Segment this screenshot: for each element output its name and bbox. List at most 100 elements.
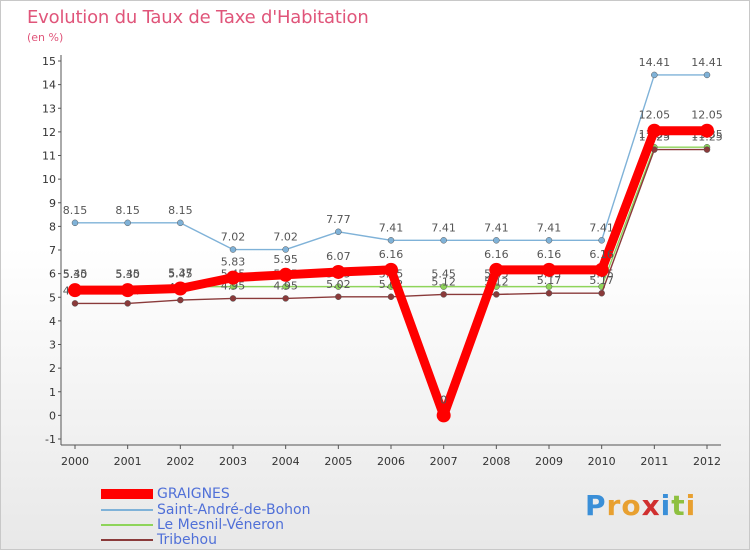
data-label-graignes: 6.16 bbox=[379, 248, 404, 261]
data-point-le-mesnil-veneron bbox=[440, 283, 447, 290]
data-point-graignes bbox=[384, 262, 398, 277]
legend-label-saint-andre: Saint-André-de-Bohon bbox=[157, 502, 311, 518]
data-point-saint-andre-de-bohon bbox=[440, 237, 447, 244]
data-label-graignes: 6.16 bbox=[484, 248, 509, 261]
data-point-tribehou bbox=[282, 295, 289, 302]
data-label-graignes: 12.05 bbox=[691, 109, 723, 122]
x-tick-label: 2004 bbox=[272, 455, 300, 468]
legend-item-tribehou: Tribehou bbox=[101, 532, 217, 548]
data-label-tribehou: 5.12 bbox=[431, 275, 456, 288]
data-point-saint-andre-de-bohon bbox=[335, 228, 342, 236]
x-tick-label: 2002 bbox=[166, 455, 194, 468]
data-point-tribehou bbox=[440, 291, 447, 298]
y-tick-label: 6 bbox=[49, 268, 56, 281]
data-point-graignes bbox=[278, 267, 293, 282]
data-label-graignes: 6.16 bbox=[537, 248, 562, 261]
data-point-tribehou bbox=[177, 296, 184, 304]
legend-swatch-graignes bbox=[101, 489, 153, 499]
data-label-saint-andre-de-bohon: 7.41 bbox=[589, 221, 614, 234]
y-tick-label: 10 bbox=[42, 173, 56, 186]
x-tick-label: 2003 bbox=[219, 455, 247, 468]
data-label-saint-andre-de-bohon: 7.41 bbox=[484, 221, 509, 234]
data-label-graignes: 6.07 bbox=[326, 250, 351, 263]
data-point-le-mesnil-veneron bbox=[282, 283, 289, 290]
legend-label-graignes: GRAIGNES bbox=[157, 486, 230, 502]
y-tick-label: 5 bbox=[49, 291, 56, 304]
legend-swatch-le-mesnil bbox=[101, 524, 153, 526]
data-point-tribehou bbox=[545, 289, 553, 297]
data-point-graignes bbox=[489, 262, 504, 277]
legend-swatch-tribehou bbox=[101, 539, 153, 541]
y-tick-label: 0 bbox=[49, 409, 56, 422]
data-label-le-mesnil-veneron: 5.45 bbox=[115, 268, 140, 281]
x-tick-label: 2012 bbox=[693, 455, 721, 468]
data-point-saint-andre-de-bohon bbox=[124, 219, 131, 227]
chart-subtitle: (en %) bbox=[27, 31, 64, 44]
x-tick-label: 2001 bbox=[114, 455, 142, 468]
data-point-graignes bbox=[68, 283, 82, 298]
data-point-tribehou bbox=[71, 300, 79, 307]
data-label-graignes: 5.30 bbox=[115, 268, 140, 281]
data-point-saint-andre-de-bohon bbox=[282, 246, 289, 253]
chart-title: Evolution du Taux de Taxe d'Habitation bbox=[27, 7, 369, 28]
proxiti-logo: Proxiti bbox=[585, 489, 697, 522]
data-point-saint-andre-de-bohon bbox=[229, 246, 237, 253]
data-point-tribehou bbox=[493, 291, 500, 298]
data-point-saint-andre-de-bohon bbox=[545, 237, 553, 244]
data-point-tribehou bbox=[703, 146, 711, 153]
y-tick-label: 15 bbox=[42, 55, 56, 68]
data-label-saint-andre-de-bohon: 14.41 bbox=[691, 56, 723, 69]
data-point-le-mesnil-veneron bbox=[545, 283, 553, 290]
data-label-graignes: 12.05 bbox=[639, 109, 671, 122]
legend-label-le-mesnil: Le Mesnil-Véneron bbox=[157, 517, 284, 533]
data-point-saint-andre-de-bohon bbox=[703, 71, 711, 79]
legend-swatch-saint-andre bbox=[101, 509, 153, 511]
x-tick-label: 2000 bbox=[61, 455, 89, 468]
x-tick-label: 2005 bbox=[324, 455, 352, 468]
data-point-tribehou bbox=[598, 289, 605, 297]
data-label-saint-andre-de-bohon: 7.41 bbox=[431, 221, 456, 234]
data-point-graignes bbox=[647, 123, 662, 138]
data-label-saint-andre-de-bohon: 7.41 bbox=[537, 221, 562, 234]
legend-item-graignes: GRAIGNES bbox=[101, 486, 230, 502]
x-tick-label: 2008 bbox=[482, 455, 510, 468]
data-label-graignes: 5.37 bbox=[168, 267, 193, 280]
data-point-saint-andre-de-bohon bbox=[177, 219, 184, 227]
data-label-le-mesnil-veneron: 5.45 bbox=[63, 268, 88, 281]
data-label-tribehou: 4.95 bbox=[273, 279, 298, 292]
data-point-graignes bbox=[700, 123, 714, 138]
data-point-saint-andre-de-bohon bbox=[598, 237, 605, 244]
legend-item-le-mesnil: Le Mesnil-Véneron bbox=[101, 517, 284, 533]
data-label-le-mesnil-veneron: 5.45 bbox=[168, 268, 193, 281]
y-tick-label: 2 bbox=[49, 362, 56, 375]
data-point-le-mesnil-veneron bbox=[335, 283, 342, 290]
x-tick-label: 2006 bbox=[377, 455, 405, 468]
data-point-tribehou bbox=[124, 300, 131, 307]
y-tick-label: 1 bbox=[49, 386, 56, 399]
data-point-graignes bbox=[542, 262, 556, 277]
y-tick-label: 11 bbox=[42, 150, 56, 163]
y-tick-label: 4 bbox=[49, 315, 56, 328]
data-point-tribehou bbox=[229, 295, 237, 302]
data-label-graignes: 6.16 bbox=[589, 248, 614, 261]
data-label-saint-andre-de-bohon: 8.15 bbox=[168, 204, 193, 217]
data-label-graignes: 5.83 bbox=[221, 256, 246, 269]
y-tick-label: 14 bbox=[42, 79, 56, 92]
data-point-graignes bbox=[594, 262, 609, 277]
x-tick-label: 2010 bbox=[588, 455, 616, 468]
legend-label-tribehou: Tribehou bbox=[157, 532, 217, 548]
data-label-le-mesnil-veneron: 5.45 bbox=[431, 268, 456, 281]
x-tick-label: 2011 bbox=[640, 455, 668, 468]
data-point-graignes bbox=[173, 281, 188, 296]
data-label-saint-andre-de-bohon: 8.15 bbox=[115, 204, 140, 217]
data-label-saint-andre-de-bohon: 7.02 bbox=[221, 231, 246, 244]
data-label-graignes: 5.95 bbox=[273, 253, 298, 266]
y-tick-label: 3 bbox=[49, 339, 56, 352]
data-label-saint-andre-de-bohon: 7.02 bbox=[273, 231, 298, 244]
legend-item-saint-andre: Saint-André-de-Bohon bbox=[101, 502, 310, 518]
y-tick-label: -1 bbox=[45, 433, 56, 446]
y-tick-label: 13 bbox=[42, 102, 56, 115]
data-label-tribehou: 5.02 bbox=[326, 278, 351, 291]
data-label-saint-andre-de-bohon: 7.41 bbox=[379, 221, 404, 234]
